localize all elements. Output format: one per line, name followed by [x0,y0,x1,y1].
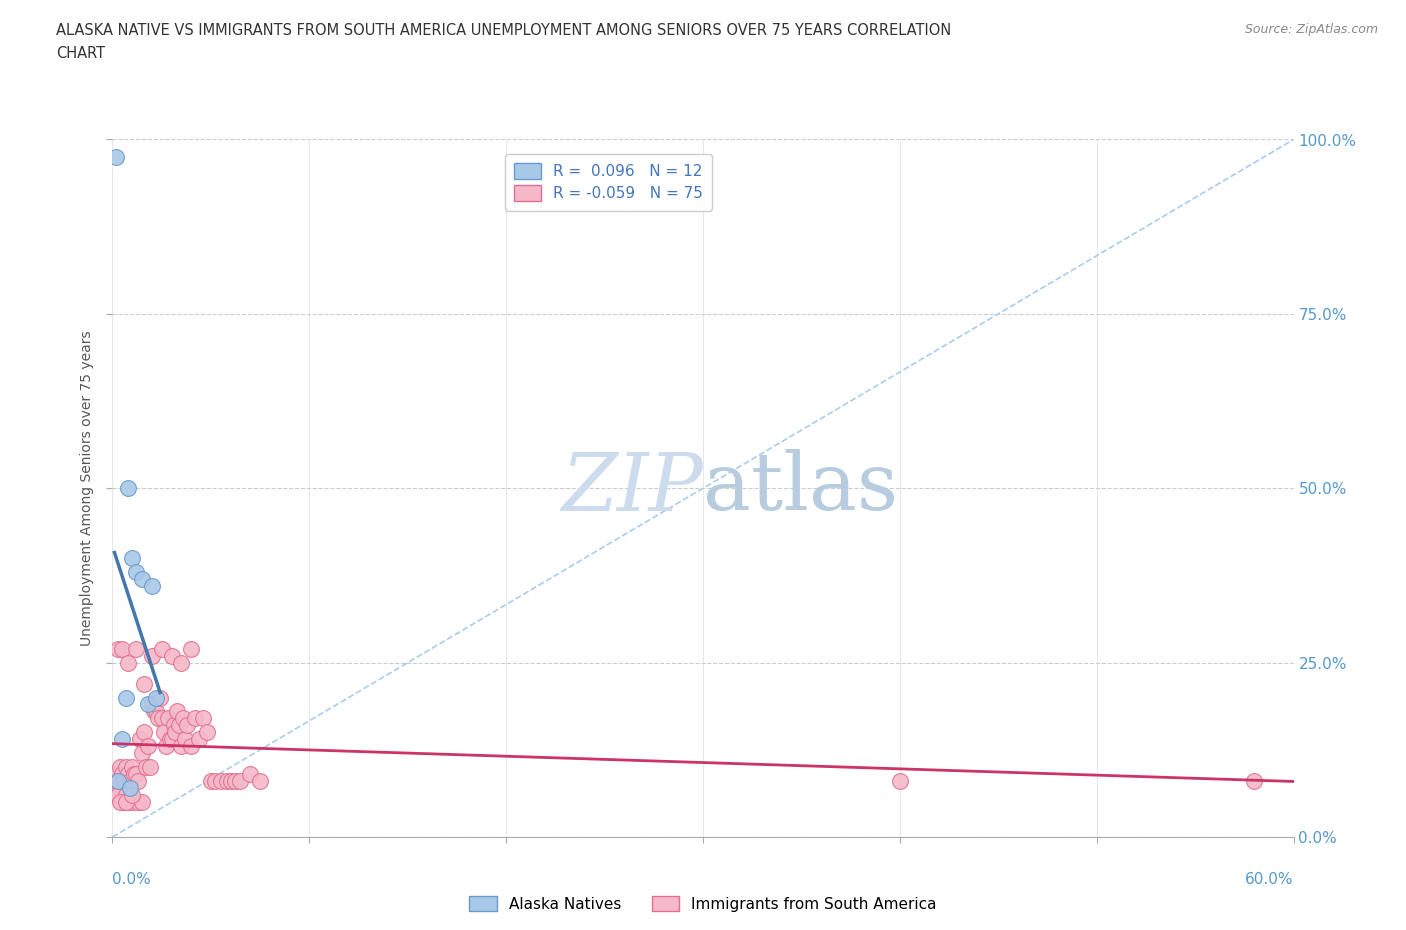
Point [131,571,153,587]
Point [136,738,159,753]
Point [122,766,145,781]
Point [145,690,167,705]
Point [111,794,134,809]
Point [889,774,911,789]
Point [110,794,132,809]
Point [209,774,232,789]
Point [112,774,135,789]
Point [111,766,134,781]
Point [195,725,218,740]
Legend: R =  0.096   N = 12, R = -0.059   N = 75: R = 0.096 N = 12, R = -0.059 N = 75 [505,154,713,210]
Point [170,738,193,753]
Point [145,704,167,719]
Point [184,711,207,725]
Point [121,788,143,803]
Point [129,732,152,747]
Point [165,725,187,740]
Point [170,656,193,671]
Point [111,732,134,747]
Point [215,774,238,789]
Point [141,648,163,663]
Point [159,732,181,747]
Point [239,766,262,781]
Point [120,781,142,796]
Point [107,788,129,803]
Point [111,642,134,657]
Point [105,766,128,781]
Point [156,711,179,725]
Point [125,565,148,579]
Point [125,642,148,657]
Point [115,690,138,705]
Point [191,711,214,725]
Point [117,766,139,781]
Point [103,774,125,789]
Point [188,732,211,747]
Point [121,760,143,775]
Text: CHART: CHART [56,46,105,61]
Y-axis label: Unemployment Among Seniors over 75 years: Unemployment Among Seniors over 75 years [80,330,94,646]
Point [149,690,172,705]
Point [132,676,155,691]
Point [200,774,222,789]
Point [131,746,153,761]
Point [166,704,188,719]
Point [174,732,197,747]
Point [107,774,129,789]
Point [169,718,191,733]
Point [180,642,202,657]
Point [115,760,138,775]
Text: ZIP: ZIP [561,449,703,527]
Point [120,774,142,789]
Point [249,774,271,789]
Point [172,711,194,725]
Point [107,642,129,657]
Point [219,774,242,789]
Point [152,725,174,740]
Point [121,551,143,565]
Text: 0.0%: 0.0% [112,872,152,887]
Point [105,150,128,165]
Point [125,766,148,781]
Point [180,738,202,753]
Point [229,774,252,789]
Point [131,794,153,809]
Point [162,718,184,733]
Point [141,578,163,593]
Point [110,760,132,775]
Point [117,481,139,496]
Text: Source: ZipAtlas.com: Source: ZipAtlas.com [1244,23,1378,36]
Point [115,788,138,803]
Point [127,774,149,789]
Point [127,794,149,809]
Point [105,788,128,803]
Point [121,794,143,809]
Point [117,794,139,809]
Point [132,725,155,740]
Point [1243,774,1265,789]
Point [142,704,165,719]
Point [155,738,177,753]
Point [204,774,226,789]
Point [224,774,246,789]
Text: 60.0%: 60.0% [1246,872,1294,887]
Point [146,711,169,725]
Point [135,760,157,775]
Point [176,718,198,733]
Text: atlas: atlas [703,449,898,527]
Point [150,642,173,657]
Point [150,711,173,725]
Point [115,794,138,809]
Point [136,698,159,712]
Legend: Alaska Natives, Immigrants from South America: Alaska Natives, Immigrants from South Am… [463,889,943,918]
Point [160,648,183,663]
Point [160,732,183,747]
Text: ALASKA NATIVE VS IMMIGRANTS FROM SOUTH AMERICA UNEMPLOYMENT AMONG SENIORS OVER 7: ALASKA NATIVE VS IMMIGRANTS FROM SOUTH A… [56,23,952,38]
Point [139,760,162,775]
Point [117,656,139,671]
Point [141,698,163,712]
Point [107,774,129,789]
